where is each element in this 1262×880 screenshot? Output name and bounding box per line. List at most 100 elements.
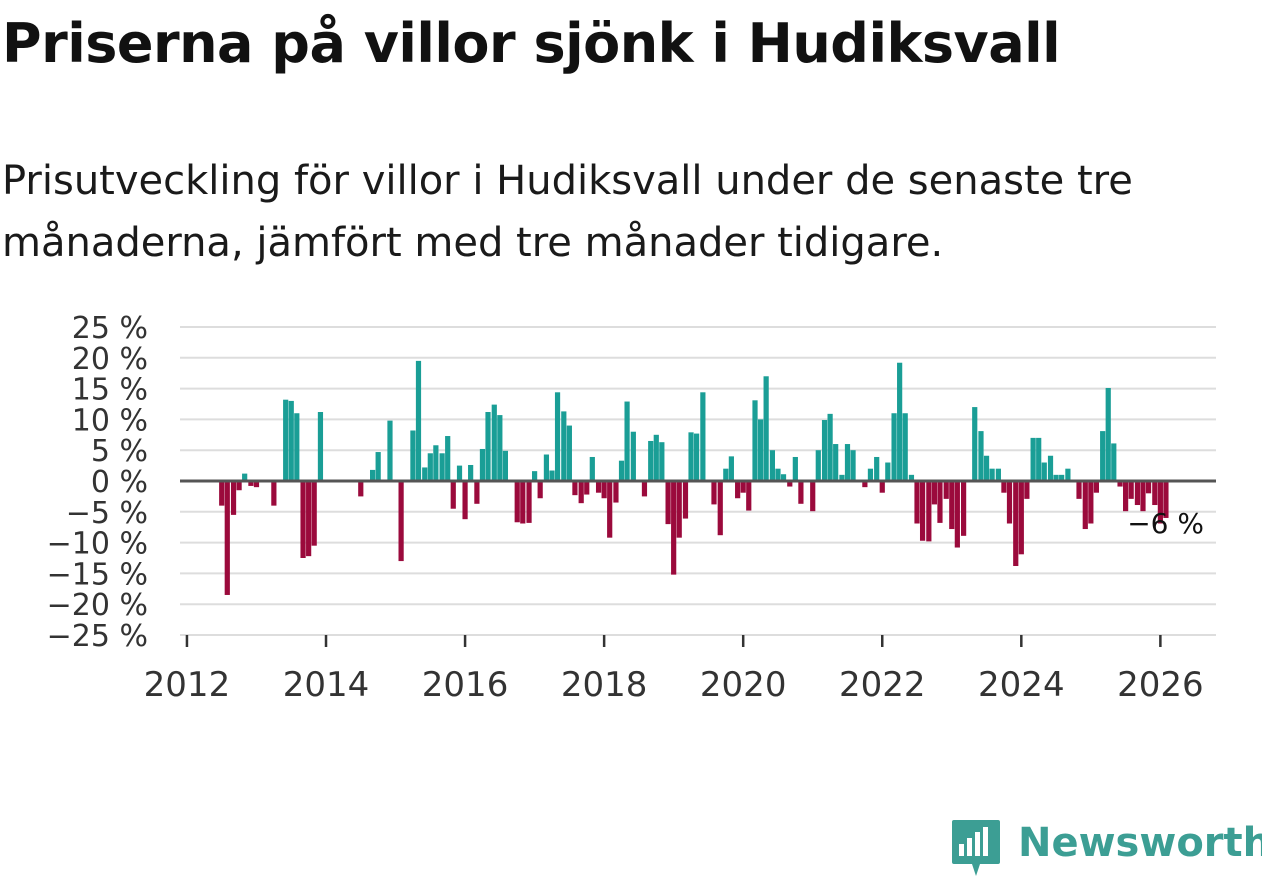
bar	[792, 456, 798, 481]
x-tick-label: 2014	[283, 665, 370, 705]
bar	[937, 481, 943, 523]
bar	[554, 392, 561, 481]
bar	[746, 481, 752, 511]
bar	[456, 465, 463, 481]
bar	[648, 440, 654, 481]
bar	[752, 400, 758, 481]
bar	[1117, 481, 1123, 487]
chart-title: Priserna på villor sjönk i Hudiksvall	[2, 12, 1061, 75]
bar	[526, 481, 532, 523]
bar	[723, 468, 729, 481]
x-tick-label: 2022	[839, 665, 926, 705]
bar	[769, 450, 775, 481]
bar	[902, 413, 908, 481]
bar	[995, 468, 1001, 481]
bar	[1001, 481, 1007, 493]
y-tick-label: −5 %	[66, 496, 148, 531]
bar	[624, 401, 630, 481]
y-tick-label: 5 %	[91, 434, 148, 469]
bar	[827, 413, 833, 481]
bar	[572, 481, 578, 496]
x-tick-label: 2016	[422, 665, 509, 705]
bar	[462, 481, 468, 520]
y-tick-label: −15 %	[47, 557, 148, 592]
x-tick-label: 2026	[1117, 665, 1204, 705]
bar	[427, 453, 433, 481]
bar	[422, 467, 428, 481]
bar	[914, 481, 920, 524]
bar	[763, 376, 769, 481]
bar	[520, 481, 526, 524]
bar	[410, 430, 416, 481]
bar	[833, 444, 839, 481]
bar	[618, 460, 625, 481]
bar	[439, 453, 445, 481]
bar	[961, 481, 967, 536]
bar	[874, 456, 880, 481]
bar	[219, 481, 225, 506]
bar	[931, 481, 938, 505]
bar	[844, 444, 851, 481]
bar	[1041, 462, 1047, 481]
bar	[688, 432, 694, 481]
bar	[735, 481, 741, 499]
bar	[787, 481, 793, 487]
bar	[740, 481, 746, 493]
bar	[682, 481, 689, 519]
x-tick-label: 2018	[561, 665, 648, 705]
y-tick-label: −10 %	[47, 527, 148, 562]
bar	[1065, 468, 1071, 481]
bar	[943, 481, 949, 499]
bar	[549, 470, 555, 481]
bar	[1140, 481, 1146, 512]
bar	[485, 412, 491, 481]
bar	[630, 431, 636, 481]
bar	[885, 462, 891, 481]
bar	[1088, 481, 1094, 524]
y-tick-label: 0 %	[91, 465, 148, 500]
bar	[294, 413, 300, 481]
bar	[502, 450, 509, 481]
bar	[479, 448, 486, 481]
bar	[537, 481, 543, 499]
chart-subtitle: Prisutveckling för villor i Hudiksvall u…	[2, 158, 1133, 266]
bar	[978, 431, 984, 481]
bar	[798, 481, 804, 504]
bar	[867, 468, 874, 481]
bar	[671, 481, 677, 575]
bar	[1100, 431, 1106, 481]
bar	[717, 481, 723, 536]
y-tick-label: 15 %	[72, 373, 148, 408]
bar	[497, 415, 503, 481]
bar	[236, 481, 242, 491]
bar	[653, 434, 659, 481]
bar	[954, 481, 960, 548]
bar	[810, 481, 816, 512]
y-tick-label: 25 %	[72, 311, 148, 346]
bar	[317, 412, 324, 481]
bar	[700, 392, 706, 481]
bar	[850, 450, 856, 481]
bar	[1134, 481, 1141, 506]
bar	[926, 481, 932, 542]
bar	[613, 481, 619, 503]
bar	[398, 481, 404, 562]
bar	[1076, 481, 1082, 499]
bar	[566, 425, 572, 481]
bar	[775, 468, 781, 481]
bar	[780, 474, 787, 481]
bar	[1006, 481, 1013, 524]
bar	[445, 436, 451, 481]
bar	[821, 420, 828, 481]
bar	[1013, 481, 1019, 567]
bar	[862, 481, 868, 488]
bar	[491, 404, 497, 481]
y-tick-label: −20 %	[47, 588, 148, 623]
bar	[601, 481, 607, 499]
last-value-annotation: −6 %	[1127, 507, 1204, 540]
bar	[1093, 481, 1100, 493]
bar	[694, 433, 700, 481]
bar	[1053, 474, 1059, 481]
bar	[897, 362, 903, 481]
